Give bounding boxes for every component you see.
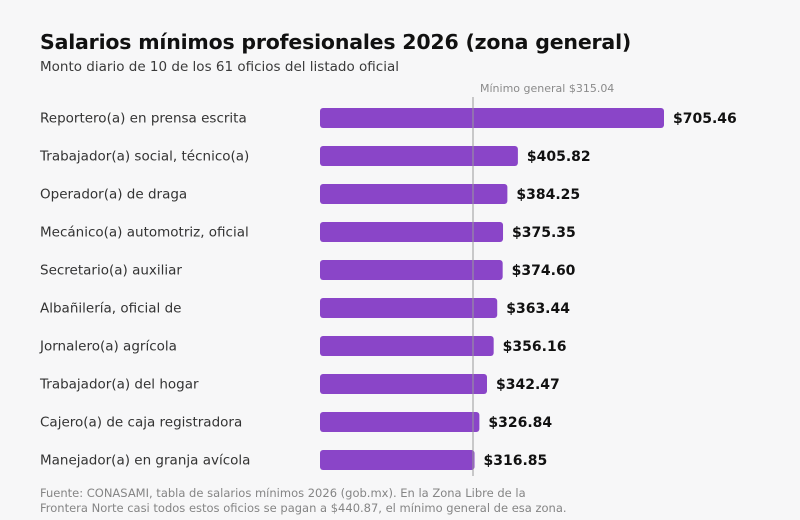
bar [320,184,508,204]
value-label: $342.47 [496,377,560,393]
value-label: $316.85 [484,453,548,469]
bar [320,412,480,432]
value-label: $705.46 [673,111,737,127]
chart-title: Salarios mínimos profesionales 2026 (zon… [40,30,632,54]
category-label: Operador(a) de draga [40,187,187,203]
value-label: $363.44 [506,301,570,317]
source-footnote: Fuente: CONASAMI, tabla de salarios míni… [40,486,567,516]
reference-line-label: Mínimo general $315.04 [480,82,614,95]
category-label: Trabajador(a) social, técnico(a) [39,149,249,165]
category-label: Manejador(a) en granja avícola [40,453,250,469]
bar [320,222,504,242]
category-label: Reportero(a) en prensa escrita [40,111,247,127]
bar [320,298,498,318]
category-label: Secretario(a) auxiliar [40,263,182,279]
value-label: $405.82 [527,149,591,165]
category-label: Mecánico(a) automotriz, oficial [40,225,249,241]
value-label: $356.16 [503,339,567,355]
value-label: $374.60 [512,263,576,279]
value-label: $384.25 [516,187,580,203]
chart-subtitle: Monto diario de 10 de los 61 oficios del… [40,59,399,75]
bar [320,336,494,356]
category-label: Jornalero(a) agrícola [39,339,177,355]
bar [320,450,475,470]
footnote-line-2: Frontera Norte casi todos estos oficios … [40,501,567,515]
bar [320,260,503,280]
value-label: $375.35 [512,225,576,241]
category-label: Trabajador(a) del hogar [39,377,199,393]
value-label: $326.84 [488,415,552,431]
footnote-line-1: Fuente: CONASAMI, tabla de salarios míni… [40,486,526,500]
category-label: Cajero(a) de caja registradora [40,415,242,431]
category-label: Albañilería, oficial de [40,301,181,317]
bar [320,374,487,394]
bar [320,108,664,128]
bar [320,146,518,166]
